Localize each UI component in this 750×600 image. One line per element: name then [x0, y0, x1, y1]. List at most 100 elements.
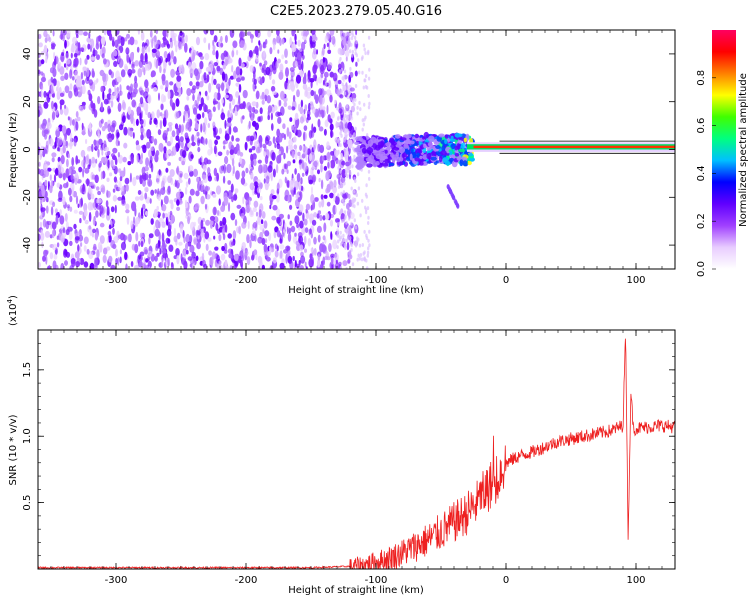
spectrogram-cell — [99, 222, 105, 228]
spectrogram-cell — [318, 126, 324, 132]
spectrogram-cell — [99, 235, 105, 244]
spectrogram-cell — [65, 228, 70, 236]
spectrogram-cell — [236, 77, 242, 83]
spectrogram-cell — [349, 239, 352, 244]
spectrogram-cell — [346, 168, 350, 173]
spectrogram-cell — [348, 90, 351, 95]
spectrogram-cell — [144, 186, 149, 193]
spectrogram-cell — [341, 160, 346, 166]
spectrogram-cell — [344, 136, 347, 141]
snr-x-ticks: -300 -200 -100 0 100 — [50, 330, 676, 586]
spectrogram-cell — [54, 109, 59, 116]
spectrogram-cell — [255, 90, 260, 100]
spectrogram-cell — [264, 136, 269, 145]
spectrogram-cell — [209, 256, 214, 266]
spectrogram-cell — [194, 99, 198, 107]
spectrogram-cell — [139, 232, 143, 239]
x-tick-label: -300 — [105, 575, 128, 586]
spectrogram-cell — [347, 84, 353, 94]
spectrogram-cell — [69, 195, 73, 203]
spectrogram-cell — [334, 149, 339, 157]
spectrogram-cell — [419, 161, 424, 166]
spectrogram-cell — [347, 258, 351, 264]
spectrogram-cell — [391, 141, 397, 146]
spectrogram-cell — [340, 89, 343, 94]
spectrogram-cell — [293, 186, 296, 196]
spectrogram-cell — [299, 116, 304, 124]
spectrogram-cell — [203, 263, 208, 269]
spectrogram-cell — [342, 117, 345, 122]
spectrogram-cell — [125, 47, 130, 55]
spectrogram-cell — [317, 253, 321, 261]
spectrogram-cell — [238, 95, 241, 105]
spectrogram-cell — [207, 149, 212, 156]
spectrogram-cell — [315, 94, 319, 104]
spectrogram-cell — [124, 235, 128, 241]
spectrogram-cell — [284, 48, 288, 58]
spectrogram-cell — [272, 44, 276, 51]
spectrogram-cell — [326, 183, 331, 193]
spectrogram-cell — [89, 181, 95, 187]
spectrogram-cell — [86, 248, 90, 255]
spectrogram-cell — [160, 93, 165, 103]
spectrogram-cell — [76, 34, 79, 39]
spectrogram-cell — [231, 241, 235, 246]
spectrogram-cell — [236, 49, 239, 56]
spectrogram-cell — [239, 103, 245, 110]
spectrogram-cell — [126, 215, 130, 225]
spectrogram-cell — [244, 141, 248, 151]
spectrogram-cell — [92, 49, 98, 56]
spectrogram-cell — [352, 158, 355, 163]
spectrogram-cell — [168, 244, 174, 252]
spectrogram-cell — [368, 67, 371, 72]
spectrogram-cell — [204, 52, 210, 61]
spectrogram-cell — [203, 37, 207, 44]
spectrogram-cell — [186, 95, 190, 101]
spectrogram-cell — [259, 141, 263, 148]
spectrogram-cell — [299, 244, 304, 252]
spectrogram-cell — [144, 264, 147, 269]
spectrogram-cell — [212, 106, 216, 112]
spectrogram-cell — [143, 91, 149, 99]
spectrogram-cell — [216, 209, 220, 216]
spectrogram-cell — [232, 40, 238, 48]
spectrogram-cell — [44, 230, 51, 238]
spectrogram-cell — [271, 195, 277, 200]
spectrogram-cell — [83, 202, 88, 212]
spectrogram-cell — [426, 149, 432, 154]
spectrogram-cell — [350, 42, 353, 47]
spectrogram-cell — [62, 183, 69, 189]
spectrogram-cell — [208, 82, 212, 93]
spectrogram-cell — [223, 145, 226, 150]
spectrogram-cell — [334, 205, 337, 214]
spectrogram-cell — [382, 163, 389, 167]
spectrogram-cell — [167, 122, 173, 127]
spectrogram-cell — [128, 72, 132, 78]
spectrogram-cell — [166, 127, 170, 132]
spectrogram-cell — [145, 59, 149, 65]
spectrogram-cell — [118, 58, 124, 69]
spectrogram-cell — [43, 101, 49, 109]
spectrogram-cell — [196, 137, 201, 147]
spectrogram-cell — [213, 145, 217, 155]
spectrogram-cell — [167, 175, 172, 184]
spectrogram-cell — [61, 125, 67, 134]
spectrogram-cell — [357, 253, 360, 258]
spectrogram-cell — [134, 60, 139, 67]
spectrogram-cell — [321, 244, 327, 253]
spectrogram-cell — [169, 135, 174, 145]
spectrogram-cell — [176, 199, 180, 206]
spectrogram-cell — [38, 233, 41, 242]
spectrogram-cell — [249, 182, 255, 191]
spectrogram-cell — [270, 85, 276, 92]
spectrogram-cell — [351, 53, 354, 58]
spectrogram-cell — [51, 89, 54, 95]
spectrogram-cell — [197, 146, 201, 153]
spectrogram-cell — [281, 232, 285, 237]
spectrogram-cell — [227, 190, 233, 200]
spectrogram-cell — [342, 202, 346, 206]
spectrogram-cell — [339, 94, 344, 99]
spectrogram-cell — [45, 250, 49, 255]
spectrogram-cell — [81, 101, 86, 106]
spectrogram-cell — [457, 139, 463, 144]
